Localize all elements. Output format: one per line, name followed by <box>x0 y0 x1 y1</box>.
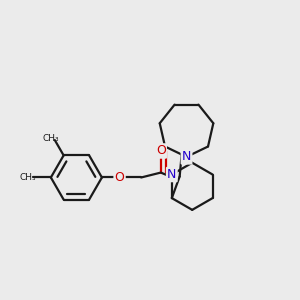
Text: N: N <box>167 168 176 181</box>
Text: CH₃: CH₃ <box>43 134 59 142</box>
Text: N: N <box>182 150 191 164</box>
Text: O: O <box>156 145 166 158</box>
Text: O: O <box>115 171 124 184</box>
Text: CH₃: CH₃ <box>19 173 36 182</box>
